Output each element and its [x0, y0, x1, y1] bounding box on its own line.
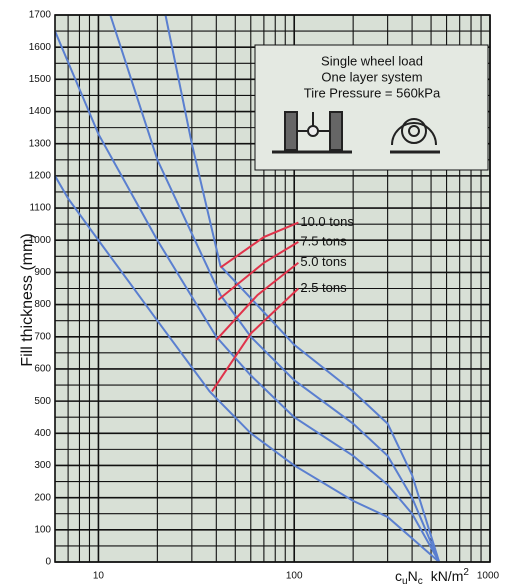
x-label-part: c	[418, 576, 423, 587]
x-tick-label: 10	[93, 571, 105, 582]
y-tick-label: 1600	[29, 42, 52, 53]
y-tick-label: 1700	[29, 10, 52, 21]
annotation-line: One layer system	[321, 69, 422, 84]
y-tick-label: 1000	[29, 235, 52, 246]
y-tick-label: 400	[34, 428, 51, 439]
x-tick-label: 1000	[477, 571, 500, 582]
y-tick-label: 1200	[29, 171, 52, 182]
annotation-line: Single wheel load	[321, 53, 423, 68]
x-label-part: kN/m	[431, 568, 464, 584]
y-tick-label: 1500	[29, 74, 52, 85]
y-tick-label: 300	[34, 460, 51, 471]
y-tick-label: 500	[34, 396, 51, 407]
y-tick-label: 1400	[29, 106, 52, 117]
page: Single wheel load One layer system Tire …	[0, 0, 512, 587]
y-tick-label: 200	[34, 492, 51, 503]
y-tick-label: 800	[34, 299, 51, 310]
y-tick-label: 100	[34, 524, 51, 535]
curve-label: 2.5 tons	[300, 280, 347, 295]
chart: Single wheel load One layer system Tire …	[0, 0, 512, 587]
x-tick-label: 100	[286, 571, 303, 582]
x-label-part: N	[408, 568, 418, 584]
curve-label: 5.0 tons	[300, 254, 347, 269]
y-tick-label: 900	[34, 267, 51, 278]
annotation-line: Tire Pressure = 560kPa	[304, 85, 441, 100]
y-tick-label: 0	[45, 557, 51, 568]
y-tick-label: 600	[34, 364, 51, 375]
y-tick-label: 1100	[29, 203, 51, 214]
x-label-part: c	[395, 568, 402, 584]
curve-label: 7.5 tons	[300, 233, 347, 248]
curve-label: 10.0 tons	[300, 214, 354, 229]
y-tick-label: 1300	[29, 138, 52, 149]
x-label-part: 2	[463, 567, 469, 578]
y-tick-label: 700	[34, 331, 51, 342]
